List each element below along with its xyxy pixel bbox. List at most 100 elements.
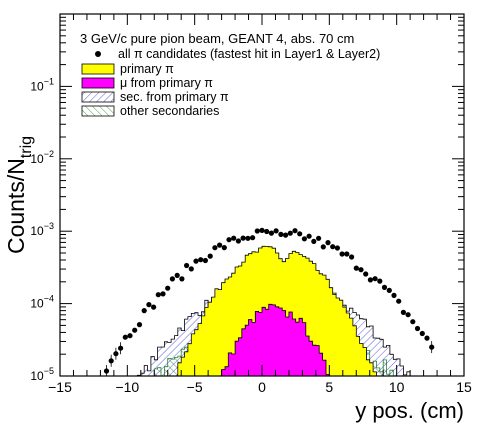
legend-label-mu: μ from primary π [120,76,213,90]
data-point-all [207,253,213,259]
data-point-all [268,230,274,236]
data-point-all [221,245,227,251]
data-point-all [405,312,411,318]
legend-swatch-other [81,105,115,117]
data-point-marker [188,266,194,272]
data-point-marker [245,235,251,241]
data-point-all [419,330,425,337]
data-point-marker [353,265,359,271]
data-point-all [169,276,175,282]
x-tick-label: −15 [48,379,72,395]
data-point-all [108,354,114,367]
y-tick-label: 10−4 [30,294,54,311]
data-point-all [367,277,373,283]
data-point-all [155,292,161,298]
x-tick-label: 10 [389,379,405,395]
data-point-all [113,347,119,360]
y-axis-label: Counts/Ntrig [3,136,35,254]
data-point-marker [226,237,232,243]
data-point-marker [358,267,364,273]
data-point-marker [165,285,171,291]
data-point-all [273,228,279,234]
data-point-all [330,244,336,250]
data-point-all [132,327,138,333]
y-tick-labels: 10−5 10−4 10−3 10−2 10−1 [30,76,54,383]
histogram-layer [86,245,438,376]
x-tick-label: −10 [115,379,139,395]
data-point-marker [259,227,265,233]
data-point-all [396,298,402,304]
data-point-all [334,245,340,251]
data-point-marker [136,322,143,328]
data-point-all [311,238,317,244]
data-point-marker [316,235,322,241]
data-point-all [377,278,383,284]
data-point-marker [311,238,317,244]
data-point-all [391,292,397,298]
chart-title: 3 GeV/c pure pion beam, GEANT 4, abs. 70… [80,31,354,46]
data-point-all [122,334,128,340]
data-point-all [231,235,237,241]
data-point-all [372,276,378,282]
data-point-marker [363,271,369,277]
data-point-all [174,272,180,278]
data-point-all [414,325,421,332]
data-point-marker [113,351,119,357]
data-point-marker [118,345,124,351]
legend-label-primary: primary π [120,62,174,76]
x-tick-label: 5 [325,379,333,395]
y-tick-label: 10−3 [30,221,54,238]
data-point-marker [221,245,227,251]
data-point-marker [160,291,166,297]
data-point-marker [297,231,303,237]
y-tick-label: 10−5 [30,366,54,383]
data-point-marker [400,309,406,315]
legend-label-all: all π candidates (fastest hit in Layer1 … [118,47,380,61]
data-point-all [429,341,435,354]
data-point-marker [151,304,157,310]
data-point-all [320,244,326,250]
data-point-marker [198,257,204,263]
data-point-all [358,267,364,273]
data-point-all [264,228,270,235]
data-point-all [400,309,406,315]
data-point-marker [405,312,411,318]
data-point-all [235,238,241,244]
data-point-marker [273,228,279,234]
data-point-marker [146,302,152,308]
data-point-marker [414,325,421,332]
data-point-all [410,319,416,325]
data-point-all [179,276,185,282]
data-point-marker [283,232,289,238]
data-point-marker [108,358,114,364]
data-point-marker [217,242,223,248]
data-point-all [254,228,260,234]
x-tick-label: 0 [258,379,266,395]
data-point-all [245,235,251,241]
legend-item-primary: primary π [81,62,174,76]
data-point-marker [174,272,180,278]
data-point-all [198,257,204,263]
data-point-all [316,235,322,241]
data-point-marker [410,319,416,325]
x-tick-label: −5 [187,379,203,395]
data-point-marker [231,235,237,241]
data-point-marker [396,298,402,304]
data-point-marker [212,245,218,251]
data-point-marker [127,333,133,339]
data-point-marker [103,368,110,374]
data-point-all [386,287,392,293]
data-point-all [297,231,303,237]
data-point-all [118,342,124,355]
data-point-marker [386,287,392,293]
data-point-marker [429,344,435,350]
data-point-all [381,284,388,290]
legend-item-all: all π candidates (fastest hit in Layer1 … [95,47,380,61]
data-point-marker [184,262,190,269]
data-point-marker [122,334,128,340]
x-tick-label: 15 [456,379,472,395]
data-point-all [136,322,143,328]
legend-swatch-mu [81,77,115,89]
data-point-all [306,233,312,239]
